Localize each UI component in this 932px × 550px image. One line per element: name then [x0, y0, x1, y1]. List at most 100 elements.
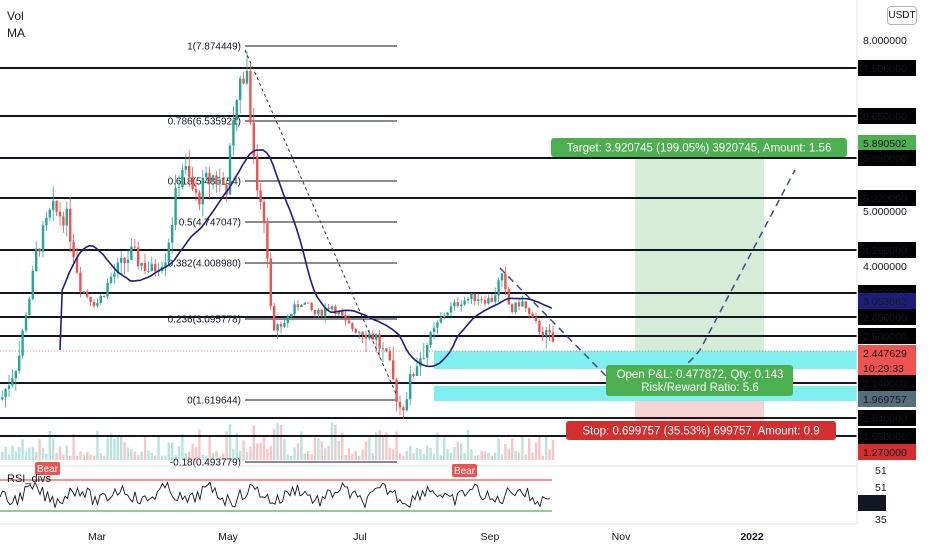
price-tick-12: 2.500000: [863, 331, 907, 343]
candle-body: [551, 332, 555, 342]
volume-bar: [150, 452, 153, 460]
candle-body: [307, 302, 310, 304]
candle-body: [344, 315, 347, 321]
candle-body: [371, 333, 374, 340]
candle-body: [41, 225, 45, 252]
time-axis[interactable]: Mar May Jul Sep Nov 2022: [88, 531, 764, 543]
price-tag-bg-12: [858, 328, 916, 344]
candle-body: [48, 209, 51, 218]
candle-body: [460, 304, 463, 307]
target-label[interactable]: Target: 3.920745 (199.05%) 3920745, Amou…: [551, 138, 847, 157]
volume-bar: [164, 455, 167, 460]
candle-body: [327, 307, 330, 310]
price-tag-bg-18: [858, 428, 916, 444]
volume-bar: [201, 454, 204, 460]
volume-bar: [436, 432, 439, 460]
target-zone: [635, 158, 764, 351]
fib-label-1: 0.786(6.535921): [168, 117, 241, 128]
volume-bar: [347, 448, 351, 460]
volume-bar: [123, 442, 126, 460]
candle-body: [65, 208, 68, 226]
candle-body: [177, 186, 181, 188]
candle-body: [463, 300, 466, 305]
stop-label[interactable]: Stop: 0.699757 (35.53%) 699757, Amount: …: [566, 421, 836, 440]
volume-bar: [75, 455, 79, 460]
rsi-tick-3: 35: [875, 514, 887, 526]
rsi-indicator-label[interactable]: RSI_divs: [7, 473, 52, 485]
volume-bar: [140, 451, 143, 460]
volume-bar: [126, 447, 130, 460]
candle-body: [62, 216, 65, 226]
rsi-line: [0, 481, 551, 509]
volume-bar: [460, 443, 463, 460]
volume-bar: [412, 453, 415, 460]
candle-body: [290, 314, 293, 317]
candle-body: [351, 323, 354, 329]
volume-bar: [320, 441, 323, 460]
volume-bar: [133, 451, 136, 460]
price-tag-bg-11: [858, 309, 916, 325]
volume-bar: [72, 434, 75, 460]
fib-label-4: 0.382(4.008980): [168, 259, 241, 270]
volume-bar: [388, 447, 391, 460]
candle-body: [443, 315, 446, 318]
volume-bar: [545, 435, 548, 460]
candle-body: [531, 313, 534, 318]
candle-body: [123, 257, 126, 264]
volume-bar: [137, 455, 140, 460]
volume-bar: [249, 446, 252, 460]
candle-body: [320, 309, 323, 316]
currency-button[interactable]: USDT: [887, 6, 917, 25]
volume-bar: [222, 453, 225, 460]
price-axis[interactable]: 8.000000 7.500000 6.650000 5.890502 5.880000…: [858, 35, 916, 460]
candle-body: [266, 223, 269, 259]
candle-body: [249, 70, 252, 123]
bear-label-2: Bear: [452, 464, 477, 477]
candle-body: [517, 302, 521, 307]
candle-body: [99, 295, 102, 303]
vol-indicator-label[interactable]: Vol: [7, 9, 24, 23]
candle-body: [276, 324, 279, 331]
volume-bar: [232, 449, 235, 460]
volume-bar: [507, 448, 510, 460]
volume-bar: [422, 453, 425, 460]
volume-bar: [375, 432, 378, 460]
price-tick-13: 2.447629: [863, 348, 907, 360]
volume-bar: [449, 452, 453, 460]
candle-body: [541, 331, 544, 336]
candle-body: [514, 302, 517, 312]
volume-bar: [45, 453, 48, 460]
candle-body: [143, 263, 147, 271]
volume-bar: [439, 455, 442, 460]
candle-body: [96, 302, 99, 306]
volume-bar: [432, 453, 436, 460]
volume-bar: [290, 455, 293, 460]
candle-body: [262, 202, 266, 224]
volume-bar: [120, 435, 123, 460]
candle-body: [201, 177, 204, 205]
candle-body: [300, 304, 303, 307]
volume-bar: [99, 453, 102, 460]
volume-bar: [337, 441, 340, 460]
candle-body: [259, 190, 262, 203]
volume-bar: [245, 452, 249, 460]
pnl-text: Open P&L: 0.477872, Qty: 0.143: [617, 369, 784, 381]
volume-bars: [1, 422, 555, 460]
candle-body: [113, 273, 116, 277]
pnl-label[interactable]: Open P&L: 0.477872, Qty: 0.143 Risk/Rewa…: [606, 365, 793, 396]
candle-body: [82, 291, 85, 293]
candle-body: [72, 241, 75, 258]
price-tag-bg-15: [858, 375, 916, 391]
volume-bar: [409, 445, 412, 460]
volume-bar: [470, 449, 473, 460]
candle-body: [528, 308, 531, 314]
price-tick-15: 2.140000: [863, 378, 907, 390]
volume-bar: [466, 429, 470, 460]
volume-bar: [41, 447, 45, 460]
volume-bar: [300, 431, 303, 460]
ma-indicator-label[interactable]: MA: [7, 26, 25, 40]
fib-label-3: 0.5(4.747047): [179, 218, 241, 229]
volume-bar: [317, 438, 320, 460]
candle-body: [500, 273, 504, 281]
